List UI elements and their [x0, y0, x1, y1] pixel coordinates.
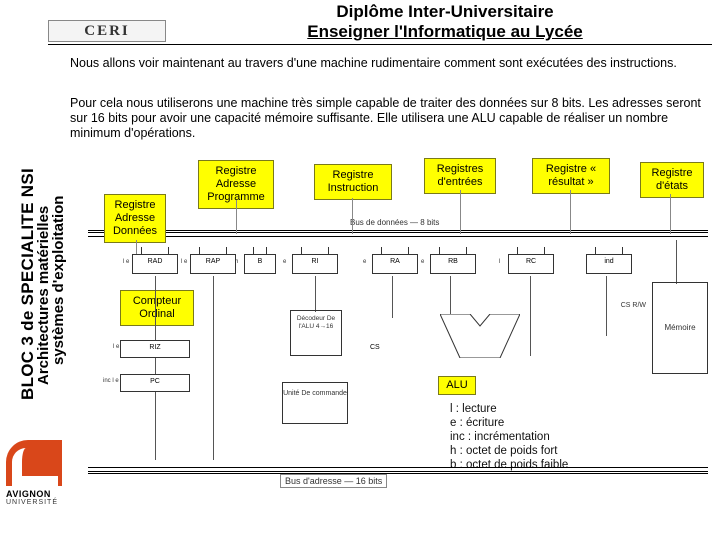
- vline-ri: [315, 276, 316, 312]
- data-bus-line: [88, 230, 708, 233]
- title-line-1: Diplôme Inter-Universitaire: [336, 2, 553, 21]
- reg-ra: RAe: [372, 254, 418, 274]
- pin-legend: l : lecturee : écritureinc : incrémentat…: [450, 402, 568, 472]
- cpu-diagram: Bus de données — 8 bits Registre Adresse…: [70, 150, 712, 480]
- vline-rc: [530, 276, 531, 356]
- reg-riz: RIZl e: [120, 340, 190, 358]
- reg-rad: RADl e: [132, 254, 178, 274]
- avignon-logo-mark: [6, 440, 62, 486]
- callout-co: Compteur Ordinal: [120, 290, 194, 326]
- ceri-logo: CERI: [48, 20, 166, 42]
- avignon-logo: AVIGNON UNIVERSITÉ: [6, 440, 78, 526]
- memory-block: Mémoire: [652, 282, 708, 374]
- callout-rc: Registre « résultat »: [532, 158, 610, 194]
- pc-stack: RIZl e PCinc l e: [120, 340, 240, 430]
- reg-b: Bh: [244, 254, 276, 274]
- legend-line: b : octet de poids faible: [450, 458, 568, 472]
- callout-re: Registres d'entrées: [424, 158, 496, 194]
- callout-rad: Registre Adresse Données: [104, 194, 166, 243]
- data-bus-line-2: [88, 236, 708, 237]
- page-title: Diplôme Inter-Universitaire Enseigner l'…: [178, 2, 712, 42]
- legend-line: l : lecture: [450, 402, 568, 416]
- lead-rad: [136, 240, 137, 254]
- vline-mem: [676, 240, 677, 284]
- callout-alu: ALU: [438, 376, 476, 395]
- vline-ind: [606, 276, 607, 336]
- reg-pc: PCinc l e: [120, 374, 190, 392]
- avignon-logo-sub: UNIVERSITÉ: [6, 499, 78, 506]
- command-unit: Unité De commande: [282, 382, 348, 424]
- address-bus-label: Bus d'adresse — 16 bits: [280, 474, 387, 488]
- cs-rw-labels: CS R/W: [621, 300, 646, 311]
- lead-rap: [236, 200, 237, 234]
- reg-ind: ind: [586, 254, 632, 274]
- address-bus-line: [88, 471, 708, 474]
- intro-paragraph-1: Nous allons voir maintenant au travers d…: [70, 56, 708, 71]
- reg-rc: RCl: [508, 254, 554, 274]
- reg-rb: RBe: [430, 254, 476, 274]
- vline-ra: [392, 276, 393, 318]
- vline-rb: [450, 276, 451, 318]
- legend-line: inc : incrémentation: [450, 430, 568, 444]
- intro-paragraph-2: Pour cela nous utiliserons une machine t…: [70, 96, 714, 141]
- legend-line: h : octet de poids fort: [450, 444, 568, 458]
- address-bus-line-2: [88, 467, 708, 468]
- data-bus-label: Bus de données — 8 bits: [350, 218, 439, 227]
- reg-rap: RAPl e: [190, 254, 236, 274]
- register-row: RADl e RAPl e Bh RIe RAe RBe RCl ind: [88, 254, 708, 284]
- sidebar-subtitle-2: systèmes d'exploitation: [50, 105, 67, 365]
- avignon-logo-name: AVIGNON: [6, 489, 78, 499]
- reg-ri: RIe: [292, 254, 338, 274]
- alu-block: [440, 314, 520, 368]
- lead-ri: [352, 198, 353, 234]
- cs-pin-label: CS: [370, 344, 380, 351]
- lead-re: [460, 190, 461, 234]
- alu-decoder: Décodeur De l'ALU 4→16: [290, 310, 342, 356]
- header-rule: [48, 44, 712, 45]
- callout-ret: Registre d'états: [640, 162, 704, 198]
- title-line-2: Enseigner l'Informatique au Lycée: [307, 22, 583, 41]
- legend-line: e : écriture: [450, 416, 568, 430]
- callout-ri: Registre Instruction: [314, 164, 392, 200]
- lead-rc: [570, 190, 571, 234]
- alu-shape-icon: [440, 314, 520, 354]
- lead-ret: [670, 194, 671, 234]
